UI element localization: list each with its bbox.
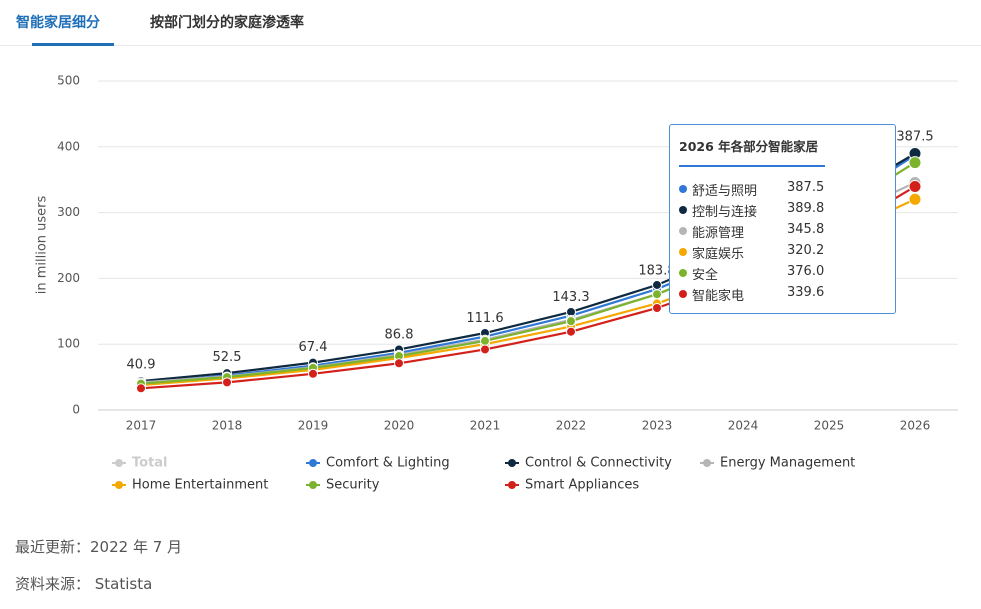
tooltip-dot bbox=[679, 185, 687, 193]
data-label: 67.4 bbox=[299, 340, 328, 355]
y-tick-label: 100 bbox=[57, 337, 80, 351]
legend-label[interactable]: Home Entertainment bbox=[132, 478, 268, 493]
x-tick-label: 2018 bbox=[212, 419, 243, 433]
legend-swatch bbox=[115, 459, 123, 467]
tab[interactable]: 智能家居细分 bbox=[16, 15, 100, 31]
tooltip-row: 安全 376.0 bbox=[679, 264, 889, 283]
x-tick-label: 2017 bbox=[126, 419, 157, 433]
tooltip-value: 387.5 bbox=[787, 180, 825, 195]
x-tick-label: 2020 bbox=[384, 419, 415, 433]
tab-underline bbox=[32, 43, 114, 46]
data-point bbox=[908, 156, 922, 170]
x-tick-label: 2019 bbox=[298, 419, 329, 433]
legend-label[interactable]: Control & Connectivity bbox=[525, 456, 672, 471]
data-point bbox=[652, 279, 662, 290]
legend-label[interactable]: Energy Management bbox=[720, 456, 855, 471]
tooltip-underline bbox=[679, 165, 825, 167]
data-point bbox=[394, 358, 404, 369]
data-point bbox=[566, 326, 576, 337]
data-point bbox=[480, 344, 490, 355]
legend-label[interactable]: Comfort & Lighting bbox=[326, 456, 450, 471]
data-point bbox=[136, 383, 146, 394]
data-point bbox=[480, 335, 490, 346]
legend-swatch bbox=[309, 459, 317, 467]
tooltip-value: 339.6 bbox=[787, 285, 825, 300]
data-label: 86.8 bbox=[385, 327, 414, 342]
data-point bbox=[908, 180, 922, 194]
tooltip-row: 能源管理 345.8 bbox=[679, 222, 889, 241]
y-tick-label: 200 bbox=[57, 271, 80, 285]
y-tick-label: 400 bbox=[57, 139, 80, 153]
y-tick-label: 300 bbox=[57, 205, 80, 219]
data-point bbox=[222, 377, 232, 388]
x-tick-label: 2024 bbox=[728, 419, 759, 433]
legend-swatch bbox=[115, 481, 123, 489]
y-tick-label: 0 bbox=[72, 403, 80, 417]
tooltip-dot bbox=[679, 248, 687, 256]
legend-label[interactable]: Security bbox=[326, 478, 380, 493]
tooltip-row: 舒适与照明 387.5 bbox=[679, 180, 889, 199]
tooltip: 2026 年各部分智能家居 舒适与照明 387.5 控制与连接 389.8 能源管理 34… bbox=[669, 124, 896, 314]
tooltip-row: 控制与连接 389.8 bbox=[679, 201, 889, 220]
legend-label[interactable]: Smart Appliances bbox=[525, 478, 639, 493]
tooltip-row: 智能家电 339.6 bbox=[679, 285, 889, 304]
data-label: 143.3 bbox=[552, 290, 589, 305]
y-axis-label: in million users bbox=[35, 196, 50, 295]
tab[interactable]: 按部门划分的家庭渗透率 bbox=[150, 15, 304, 31]
tooltip-value: 345.8 bbox=[787, 222, 825, 237]
tooltip-label: 家庭娱乐 bbox=[692, 247, 745, 262]
data-label: 387.5 bbox=[896, 130, 933, 145]
tooltip-label: 智能家电 bbox=[692, 289, 745, 304]
x-tick-label: 2022 bbox=[556, 419, 587, 433]
data-label: 40.9 bbox=[127, 358, 156, 373]
tooltip-label: 能源管理 bbox=[692, 226, 745, 241]
tooltip-label: 控制与连接 bbox=[692, 205, 758, 220]
data-point bbox=[908, 192, 922, 206]
legend-swatch bbox=[309, 481, 317, 489]
data-point bbox=[652, 303, 662, 314]
tooltip-label: 安全 bbox=[692, 268, 719, 283]
tooltip-value: 376.0 bbox=[787, 264, 825, 279]
legend-swatch bbox=[703, 459, 711, 467]
data-label: 52.5 bbox=[213, 350, 242, 365]
x-tick-label: 2026 bbox=[900, 419, 931, 433]
data-point bbox=[652, 289, 662, 300]
data-point bbox=[308, 368, 318, 379]
tooltip-row: 家庭娱乐 320.2 bbox=[679, 243, 889, 262]
tooltip-value: 389.8 bbox=[787, 201, 825, 216]
tooltip-label: 舒适与照明 bbox=[692, 184, 758, 199]
tooltip-value: 320.2 bbox=[787, 243, 825, 258]
legend-swatch bbox=[508, 459, 516, 467]
data-point bbox=[566, 316, 576, 327]
update-note: 最近更新：2022 年 7 月 bbox=[15, 538, 183, 556]
tooltip-dot bbox=[679, 206, 687, 214]
tooltip-dot bbox=[679, 290, 687, 298]
legend-label[interactable]: Total bbox=[132, 456, 168, 471]
tab-divider bbox=[0, 45, 981, 46]
data-label: 111.6 bbox=[466, 311, 503, 326]
x-tick-label: 2023 bbox=[642, 419, 673, 433]
source-note: 资料来源： Statista bbox=[15, 575, 153, 593]
legend-swatch bbox=[508, 481, 516, 489]
y-tick-label: 500 bbox=[57, 74, 80, 88]
tooltip-title: 2026 年各部分智能家居 bbox=[679, 139, 819, 154]
tooltip-dot bbox=[679, 269, 687, 277]
data-label: 183.8 bbox=[638, 264, 675, 279]
x-tick-label: 2025 bbox=[814, 419, 845, 433]
tooltip-dot bbox=[679, 227, 687, 235]
x-tick-label: 2021 bbox=[470, 419, 501, 433]
